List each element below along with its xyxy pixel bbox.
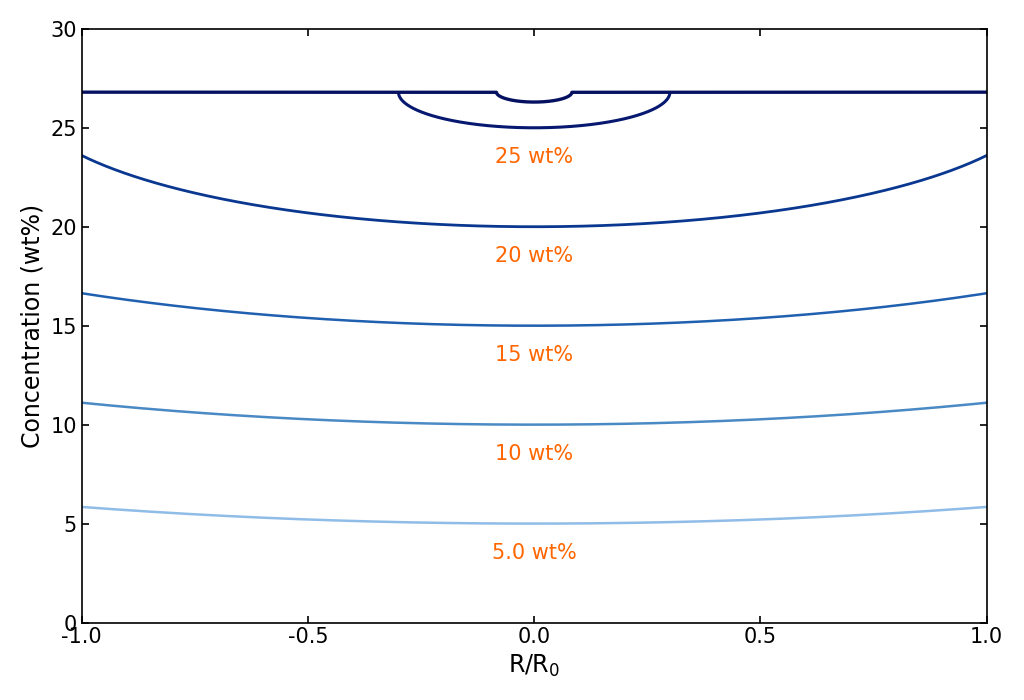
Text: 10 wt%: 10 wt% [496, 444, 573, 464]
Text: 20 wt%: 20 wt% [496, 246, 573, 267]
X-axis label: R/R$_0$: R/R$_0$ [508, 653, 560, 679]
Text: 5.0 wt%: 5.0 wt% [492, 543, 577, 564]
Text: 25 wt%: 25 wt% [496, 148, 573, 167]
Y-axis label: Concentration (wt%): Concentration (wt%) [20, 204, 45, 448]
Text: 15 wt%: 15 wt% [496, 345, 573, 365]
